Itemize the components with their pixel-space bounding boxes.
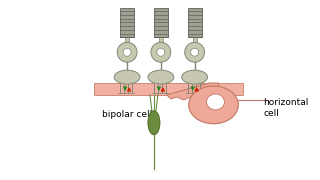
- Bar: [125, 37, 129, 42]
- Bar: [193, 37, 196, 42]
- Text: horizontal
cell: horizontal cell: [263, 98, 308, 118]
- Text: bipolar cell: bipolar cell: [102, 110, 153, 119]
- Ellipse shape: [157, 48, 165, 56]
- Bar: [188, 8, 202, 37]
- Ellipse shape: [151, 42, 171, 62]
- Polygon shape: [94, 83, 243, 95]
- Ellipse shape: [148, 111, 160, 135]
- Ellipse shape: [117, 42, 137, 62]
- Ellipse shape: [185, 42, 204, 62]
- Ellipse shape: [191, 48, 199, 56]
- Bar: [120, 8, 134, 37]
- Ellipse shape: [114, 70, 140, 84]
- Ellipse shape: [148, 70, 174, 84]
- Ellipse shape: [189, 86, 238, 124]
- Bar: [159, 37, 163, 42]
- Bar: [154, 8, 168, 37]
- Polygon shape: [167, 83, 219, 101]
- Ellipse shape: [182, 70, 208, 84]
- Ellipse shape: [123, 48, 131, 56]
- Ellipse shape: [206, 94, 224, 110]
